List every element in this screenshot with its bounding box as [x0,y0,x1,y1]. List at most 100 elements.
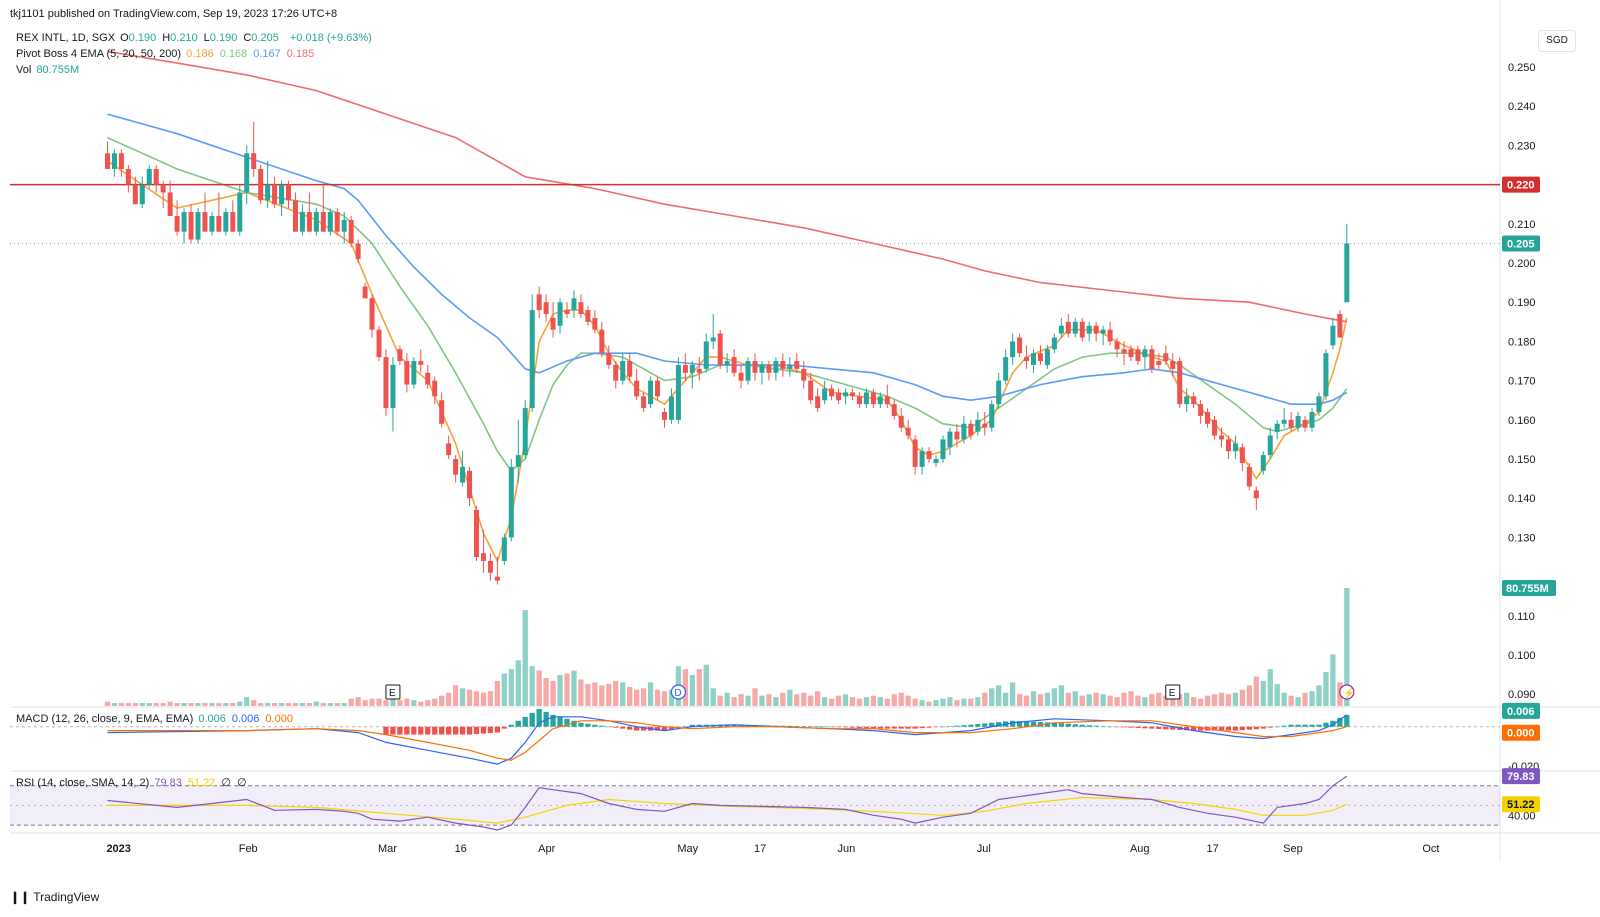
ohlc-label-2: L [203,32,210,44]
volume-bar [1114,697,1120,706]
rsi-indicator-name[interactable]: RSI (14, close, SMA, 14, 2) [16,777,150,789]
volume-bar [341,703,347,706]
volume-bar [1128,691,1134,706]
volume-bar [975,697,981,706]
macd-hist-bar [1142,726,1148,729]
candle-body [940,439,946,460]
macd-hist-bar [508,724,514,727]
volume-bar [947,697,953,706]
candle-body [1344,243,1350,303]
volume-bar [118,703,125,706]
volume-bar [989,688,995,706]
volume-bar [780,692,786,706]
macd-hist-bar [794,725,800,727]
vol-indicator-name[interactable]: Vol [16,64,32,76]
volume-bar [1023,695,1030,706]
candle-body [244,153,250,193]
macd-hist-bar [940,726,946,728]
macd-hist-bar [640,726,647,731]
ema-legend[interactable]: Pivot Boss 4 EMA (5, 20, 50, 200) 0.186 0… [16,48,322,60]
macd-hist-bar [1281,725,1287,727]
candle-body [794,361,800,369]
time-axis-label: Mar [378,843,397,855]
volume-bar [390,697,396,706]
candle-body [265,184,271,201]
candle-body [1017,337,1023,354]
macd-hist-bar [1239,726,1246,731]
candle-body [139,184,145,205]
candle-body [397,349,403,362]
macd-hist-bar [1009,720,1016,727]
candle-body [460,466,466,483]
price-tick-label: 0.190 [1508,297,1536,309]
volume-bar [111,703,118,706]
candle-body [689,364,695,373]
rsi-legend[interactable]: RSI (14, close, SMA, 14, 2) 79.83 51.22 ∅ ∅ [16,776,255,789]
macd-indicator-name[interactable]: MACD (12, 26, close, 9, EMA, EMA) [16,713,194,725]
macd-hist-bar [724,724,730,727]
candle-body [1114,341,1120,350]
volume-bar [891,694,897,706]
candle-body [188,212,194,240]
currency-button[interactable]: SGD [1538,30,1576,52]
volume-bar [627,686,633,706]
volume-bar [313,701,320,706]
symbol-label[interactable]: REX INTL, 1D, SGX [16,32,116,44]
main-legend[interactable]: REX INTL, 1D, SGX O0.190 H0.210 L0.190 C0.2… [16,32,374,44]
volume-bar [578,679,584,706]
candle-body [1135,349,1141,362]
volume-bar [160,703,166,706]
volume-bar [1037,694,1044,706]
candle-body [829,388,835,397]
macd-hist-bar [592,724,598,727]
volume-bar [933,700,939,706]
earnings-marker-text: E [1169,688,1176,699]
candle-body [843,392,849,397]
candle-body [620,361,626,381]
candle-body [745,361,751,381]
price-tick-label: 0.170 [1508,376,1536,388]
macd-hist-bar [439,726,445,735]
macd-hist-bar [585,723,591,727]
volume-bar [745,695,751,706]
macd-hist-bar [738,724,744,727]
macd-hist-bar [1232,726,1239,731]
tradingview-logo[interactable]: ❙❙ TradingView [10,890,100,904]
candle-body [1051,337,1057,350]
volume-bar [174,703,180,706]
volume-bar [418,701,424,706]
candle-body [1253,490,1259,499]
vol-legend[interactable]: Vol 80.755M [16,64,81,76]
candle-body [160,184,166,193]
macd-hist-bar [452,726,459,735]
volume-bar [348,698,354,706]
candle-body [1065,321,1071,334]
rsi-value-3: ∅ [237,777,247,789]
macd-hist-bar [877,726,883,729]
volume-bar [181,703,187,706]
macd-hist-bar [856,726,863,728]
volume-bar [759,695,765,706]
volume-bar [606,683,612,706]
volume-bar [355,697,361,706]
macd-hist-bar [898,726,904,729]
candle-body [313,212,319,232]
volume-bar [968,698,974,706]
macd-hist-bar [1197,726,1204,731]
candle-body [299,212,305,232]
time-axis-label: 17 [754,843,766,855]
ema-indicator-name[interactable]: Pivot Boss 4 EMA (5, 20, 50, 200) [16,48,182,60]
candle-body [787,364,793,369]
volume-bar [383,700,389,706]
volume-bar [912,698,918,706]
candle-body [641,396,647,409]
macd-hist-bar [432,726,438,735]
volume-bar [592,682,598,706]
time-axis-label: Apr [538,843,555,855]
volume-bar [647,682,654,706]
macd-hist-bar [1260,726,1266,729]
macd-legend[interactable]: MACD (12, 26, close, 9, EMA, EMA) 0.006 0… [16,713,301,725]
candle-body [1281,419,1287,424]
